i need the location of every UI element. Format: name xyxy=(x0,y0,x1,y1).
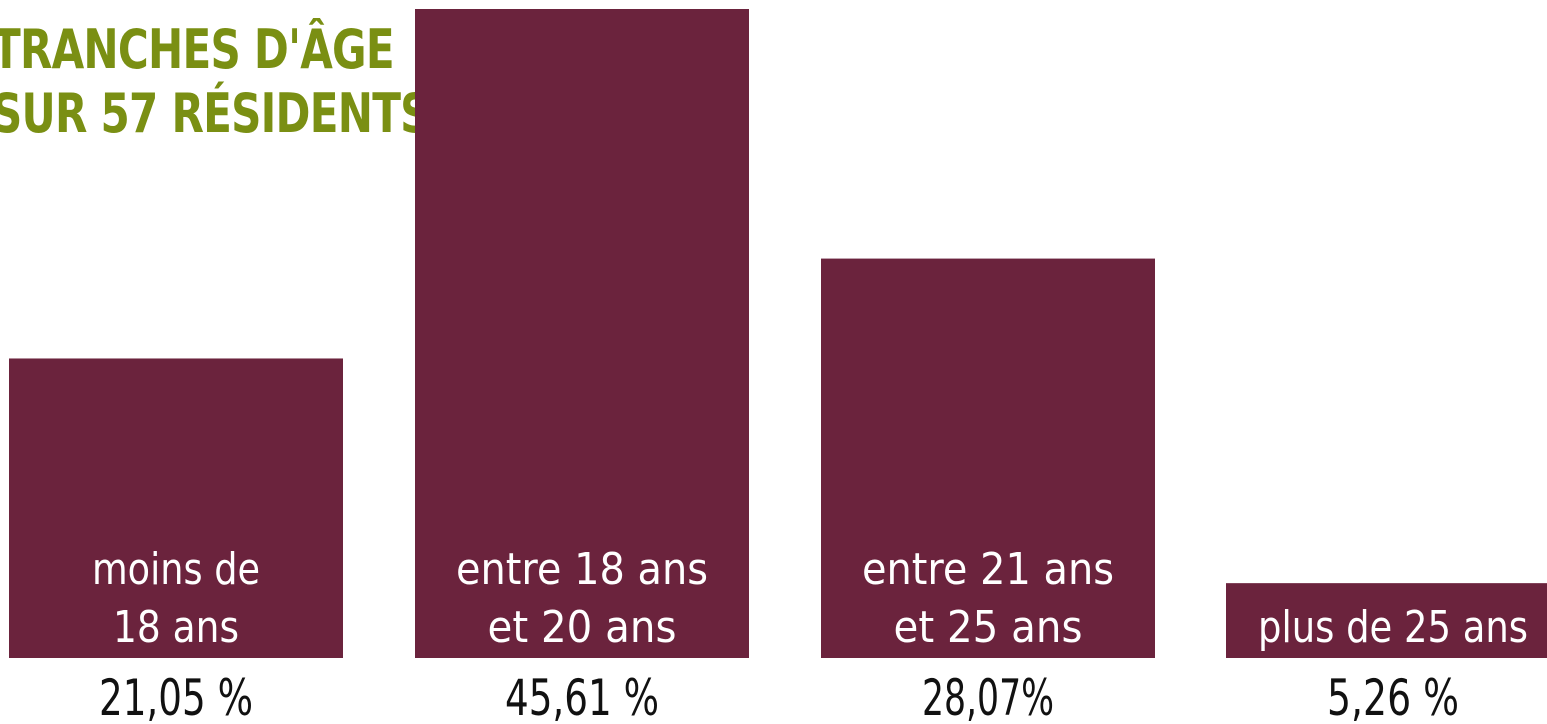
chart-title-line-2: SUR 57 RÉSIDENTS xyxy=(0,82,430,145)
value-label-1: 21,05 % xyxy=(99,669,253,724)
bar-1 xyxy=(9,358,343,658)
value-label-3: 28,07% xyxy=(922,669,1054,724)
value-label-2: 45,61 % xyxy=(505,669,659,724)
bar-category-label-2: entre 18 ans et 20 ans xyxy=(456,544,708,653)
bar-category-label-1: moins de 18 ans xyxy=(92,544,260,653)
bar-3 xyxy=(821,258,1155,658)
chart-title-line-1: TRANCHES D'ÂGE xyxy=(0,18,395,81)
chart-title: TRANCHES D'ÂGE SUR 57 RÉSIDENTS xyxy=(0,18,430,146)
bar-2 xyxy=(415,9,749,658)
bar-category-label-3: entre 21 ans et 25 ans xyxy=(862,544,1114,653)
value-label-4: 5,26 % xyxy=(1327,669,1459,724)
bar-category-label-4: plus de 25 ans xyxy=(1258,602,1528,653)
bar-4 xyxy=(1226,583,1547,658)
